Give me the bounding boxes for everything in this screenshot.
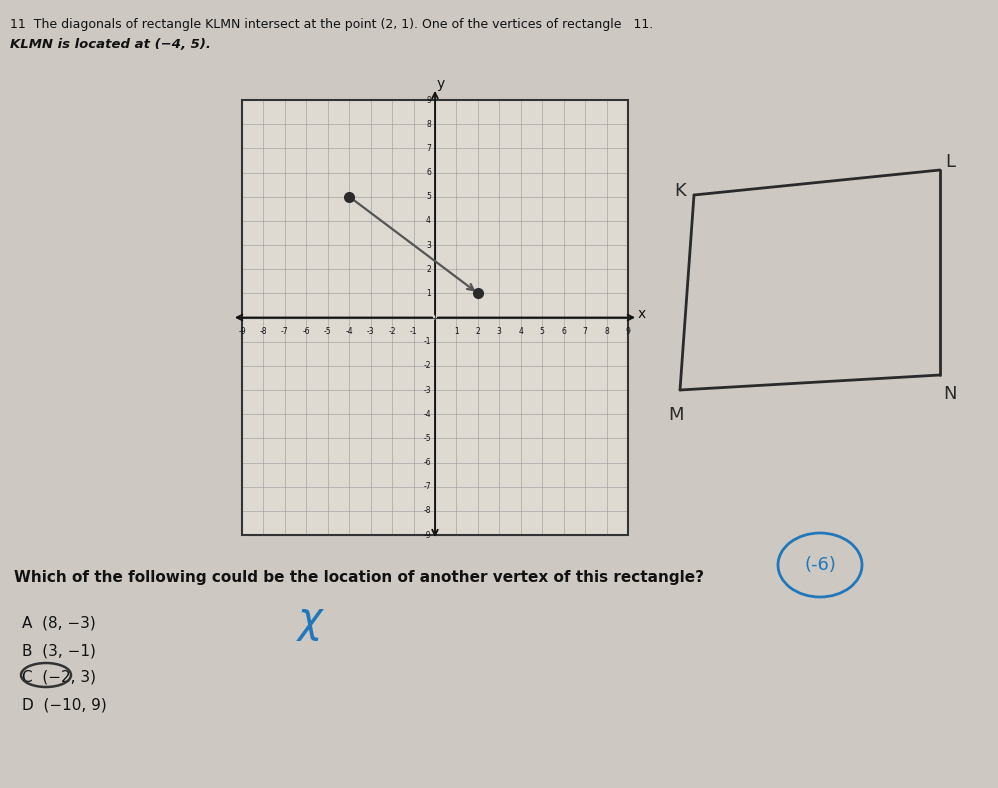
- Text: -1: -1: [410, 326, 417, 336]
- Text: χ: χ: [297, 599, 322, 641]
- Text: -7: -7: [281, 326, 288, 336]
- Text: 3: 3: [426, 240, 431, 250]
- Text: 2: 2: [426, 265, 431, 273]
- Text: -4: -4: [345, 326, 353, 336]
- Text: 9: 9: [626, 326, 631, 336]
- Bar: [242, 100, 628, 535]
- Text: 5: 5: [426, 192, 431, 201]
- Text: 1: 1: [426, 289, 431, 298]
- Text: 2: 2: [475, 326, 480, 336]
- Text: -7: -7: [423, 482, 431, 491]
- Text: 4: 4: [426, 217, 431, 225]
- Text: -3: -3: [423, 385, 431, 395]
- Text: 6: 6: [561, 326, 566, 336]
- Text: 8: 8: [604, 326, 609, 336]
- Text: -9: -9: [423, 530, 431, 540]
- Text: -2: -2: [388, 326, 396, 336]
- Text: 6: 6: [426, 168, 431, 177]
- Text: -6: -6: [423, 458, 431, 467]
- Text: 8: 8: [426, 120, 431, 128]
- Text: 5: 5: [540, 326, 545, 336]
- Text: -9: -9: [239, 326, 246, 336]
- Text: -4: -4: [423, 410, 431, 418]
- Text: D  (−10, 9): D (−10, 9): [22, 698, 107, 713]
- Text: C  (−2, 3): C (−2, 3): [22, 670, 96, 685]
- Text: 7: 7: [426, 144, 431, 153]
- Text: B  (3, −1): B (3, −1): [22, 643, 96, 658]
- Text: KLMN is located at (−4, 5).: KLMN is located at (−4, 5).: [10, 38, 211, 51]
- Text: K: K: [674, 182, 686, 200]
- Text: L: L: [945, 153, 955, 171]
- Text: A  (8, −3): A (8, −3): [22, 615, 96, 630]
- Text: 3: 3: [497, 326, 502, 336]
- Text: -5: -5: [423, 434, 431, 443]
- Text: 11  The diagonals of rectangle KLMN intersect at the point (2, 1). One of the ve: 11 The diagonals of rectangle KLMN inter…: [10, 18, 654, 31]
- Text: 1: 1: [454, 326, 459, 336]
- Bar: [242, 100, 628, 535]
- Text: 7: 7: [583, 326, 588, 336]
- Text: -1: -1: [423, 337, 431, 346]
- Text: 9: 9: [426, 95, 431, 105]
- Text: (-6): (-6): [804, 556, 836, 574]
- Text: x: x: [638, 307, 646, 321]
- Text: -6: -6: [302, 326, 310, 336]
- Text: N: N: [943, 385, 957, 403]
- Text: y: y: [437, 77, 445, 91]
- Text: -8: -8: [259, 326, 267, 336]
- Text: -3: -3: [367, 326, 374, 336]
- Text: Which of the following could be the location of another vertex of this rectangle: Which of the following could be the loca…: [14, 570, 704, 585]
- Text: -8: -8: [423, 507, 431, 515]
- Text: -5: -5: [324, 326, 331, 336]
- Text: M: M: [669, 406, 684, 424]
- Text: -2: -2: [423, 362, 431, 370]
- Text: 4: 4: [518, 326, 523, 336]
